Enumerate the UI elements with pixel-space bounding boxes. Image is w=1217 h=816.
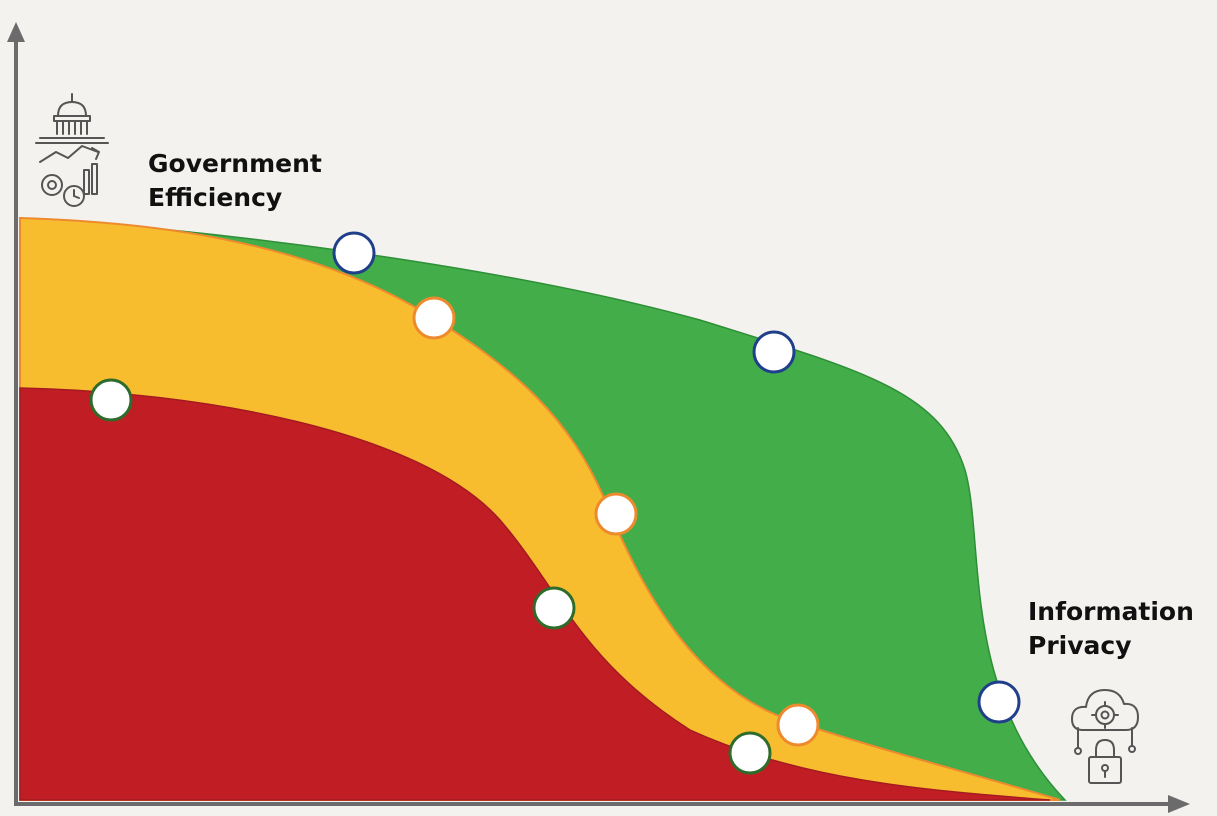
x-axis-arrow: [1168, 795, 1190, 813]
information-privacy-icon: [1071, 689, 1139, 784]
x-axis-label: Information Privacy: [1028, 595, 1194, 663]
inner-marker: [728, 731, 772, 775]
y-axis-arrow: [7, 22, 25, 42]
x-axis-label-line-2: Privacy: [1028, 631, 1132, 660]
middle-marker: [594, 492, 638, 536]
outer-band-markers: [332, 231, 1021, 724]
middle-marker: [776, 703, 820, 747]
outer-marker: [752, 330, 796, 374]
y-axis-label-line-1: Government: [148, 149, 322, 178]
outer-marker: [977, 680, 1021, 724]
inner-marker: [89, 378, 133, 422]
inner-marker: [532, 586, 576, 630]
y-axis-label: Government Efficiency: [148, 147, 322, 215]
outer-marker: [332, 231, 376, 275]
middle-marker: [412, 296, 456, 340]
axes: [7, 22, 1190, 813]
government-efficiency-icon: [35, 93, 109, 207]
y-axis-label-line-2: Efficiency: [148, 183, 283, 212]
middle-band-markers: [412, 296, 820, 747]
x-axis-label-line-1: Information: [1028, 597, 1194, 626]
inner-band-markers: [89, 378, 772, 775]
